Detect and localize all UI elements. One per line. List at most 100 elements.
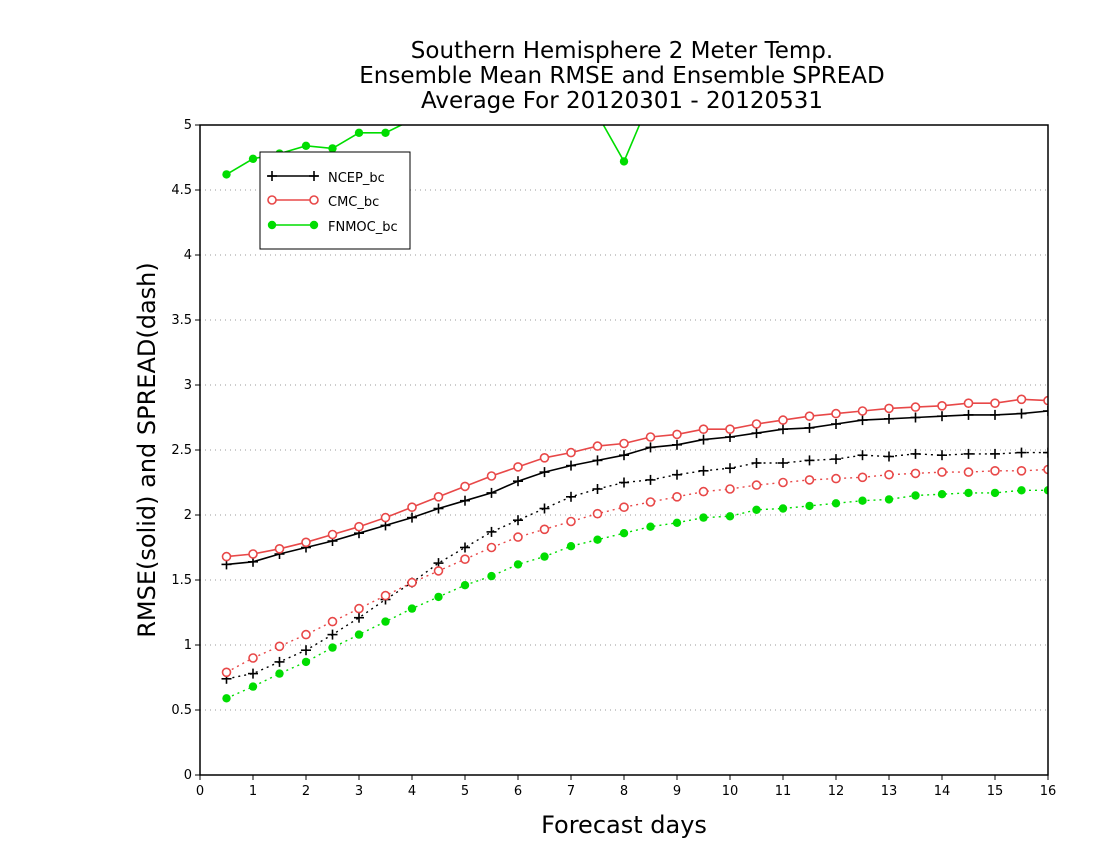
data-point-cmc-bc-dash xyxy=(804,475,815,485)
data-point-fnmoc-bc-solid xyxy=(964,10,972,18)
data-point-ncep-bc-solid xyxy=(645,442,656,453)
x-tick-label: 2 xyxy=(302,784,310,799)
data-point-cmc-bc-solid xyxy=(221,551,232,562)
data-point-cmc-bc-dash xyxy=(963,467,974,477)
data-point-cmc-bc-solid xyxy=(619,438,629,449)
x-tick-label: 3 xyxy=(355,784,363,799)
data-point-cmc-bc-solid xyxy=(672,429,682,440)
data-point-fnmoc-bc-dash xyxy=(354,630,364,639)
data-point-fnmoc-bc-dash xyxy=(1017,486,1026,495)
data-point-fnmoc-bc-solid xyxy=(328,144,337,153)
data-point-ncep-bc-dash xyxy=(725,463,735,474)
data-point-ncep-bc-dash xyxy=(248,668,258,679)
y-axis-label: RMSE(solid) and SPREAD(dash) xyxy=(133,262,161,638)
data-point-fnmoc-bc-dash xyxy=(672,518,682,527)
x-tick-label: 16 xyxy=(1040,784,1057,799)
data-point-cmc-bc-solid xyxy=(460,481,470,492)
data-point-ncep-bc-solid xyxy=(539,467,550,478)
data-point-fnmoc-bc-solid xyxy=(408,116,416,124)
data-point-fnmoc-bc-solid xyxy=(911,23,919,31)
y-tick-label: 0.5 xyxy=(171,703,192,718)
legend-marker xyxy=(267,220,277,230)
data-point-ncep-bc-dash xyxy=(804,455,815,466)
y-tick-label: 2 xyxy=(184,508,192,523)
data-point-cmc-bc-solid xyxy=(539,452,550,463)
data-point-cmc-bc-dash xyxy=(910,468,921,479)
data-point-fnmoc-bc-solid xyxy=(381,128,390,137)
data-point-ncep-bc-solid xyxy=(698,434,709,445)
data-point-cmc-bc-dash xyxy=(937,467,947,477)
data-point-fnmoc-bc-dash xyxy=(407,604,417,613)
x-tick-label: 12 xyxy=(828,784,845,799)
data-point-fnmoc-bc-solid xyxy=(1017,0,1025,6)
data-point-cmc-bc-solid xyxy=(433,491,444,502)
data-point-ncep-bc-solid xyxy=(857,415,868,426)
data-point-cmc-bc-dash xyxy=(619,502,629,513)
data-point-cmc-bc-dash xyxy=(592,508,603,519)
data-point-cmc-bc-dash xyxy=(751,480,762,490)
x-axis-label: Forecast days xyxy=(541,811,707,839)
data-point-cmc-bc-solid xyxy=(592,441,603,451)
data-point-fnmoc-bc-dash xyxy=(646,522,655,531)
data-point-ncep-bc-solid xyxy=(990,409,1000,420)
data-point-ncep-bc-solid xyxy=(751,428,762,439)
data-point-ncep-bc-solid xyxy=(884,413,894,424)
x-tick-label: 13 xyxy=(881,784,898,799)
y-tick-label: 1.5 xyxy=(171,573,192,588)
x-tick-label: 6 xyxy=(514,784,522,799)
legend-label-ncep: NCEP_bc xyxy=(328,171,385,186)
series-line-ncep-bc-solid xyxy=(226,410,1048,566)
data-point-fnmoc-bc-dash xyxy=(619,529,629,538)
data-point-fnmoc-bc-solid xyxy=(858,36,866,44)
data-point-cmc-bc-solid xyxy=(831,408,841,419)
data-point-fnmoc-bc-dash xyxy=(381,617,390,626)
data-point-cmc-bc-solid xyxy=(725,424,735,435)
data-point-cmc-bc-solid xyxy=(804,411,815,422)
data-point-ncep-bc-dash xyxy=(645,474,656,485)
data-point-cmc-bc-dash xyxy=(698,486,709,497)
x-tick-label: 5 xyxy=(461,784,469,799)
data-point-cmc-bc-dash xyxy=(460,554,470,565)
chart-title-line-2: Ensemble Mean RMSE and Ensemble SPREAD xyxy=(359,63,884,89)
axis-ticks: 00.511.522.533.544.550 1 2 3 4 5 6 7 8 9 10 11 12 13 1… xyxy=(171,118,1056,799)
y-tick-label: 0 xyxy=(184,768,192,783)
legend-marker xyxy=(309,171,319,181)
data-point-fnmoc-bc-solid xyxy=(354,128,364,137)
data-point-cmc-bc-dash xyxy=(672,491,682,502)
data-point-cmc-bc-dash xyxy=(513,532,523,542)
data-point-ncep-bc-dash xyxy=(1016,447,1027,458)
data-point-cmc-bc-solid xyxy=(963,398,974,409)
data-point-cmc-bc-dash xyxy=(990,465,1000,476)
x-tick-label: 8 xyxy=(620,784,628,799)
legend-marker xyxy=(267,171,277,181)
x-tick-label: 11 xyxy=(775,784,792,799)
data-point-cmc-bc-solid xyxy=(990,398,1000,409)
data-point-fnmoc-bc-dash xyxy=(964,488,973,498)
data-point-ncep-bc-solid xyxy=(619,450,629,461)
data-point-fnmoc-bc-solid xyxy=(301,141,311,150)
data-point-ncep-bc-dash xyxy=(1043,447,1048,458)
x-tick-label: 9 xyxy=(673,784,681,799)
data-point-cmc-bc-solid xyxy=(327,529,338,540)
data-point-fnmoc-bc-dash xyxy=(990,488,1000,498)
data-point-fnmoc-bc-dash xyxy=(937,490,947,499)
y-tick-label: 5 xyxy=(184,118,192,133)
data-point-cmc-bc-dash xyxy=(1016,465,1027,476)
x-tick-label: 1 xyxy=(249,784,257,799)
data-point-ncep-bc-dash xyxy=(301,645,311,656)
data-point-fnmoc-bc-dash xyxy=(752,505,761,514)
series-line-ncep-bc-dash xyxy=(226,451,1048,680)
data-point-cmc-bc-dash xyxy=(327,616,338,627)
data-point-ncep-bc-dash xyxy=(778,458,788,468)
y-tick-label: 4.5 xyxy=(171,183,192,198)
series-line-fnmoc-bc-dash xyxy=(226,489,1048,699)
series-line-cmc-bc-solid xyxy=(226,398,1048,558)
data-point-cmc-bc-solid xyxy=(857,406,868,416)
series-line-cmc-bc-dash xyxy=(226,468,1048,673)
legend-markers xyxy=(267,171,319,230)
data-point-fnmoc-bc-solid xyxy=(991,4,999,12)
data-point-ncep-bc-dash xyxy=(857,450,868,461)
gridlines xyxy=(200,189,1048,711)
data-point-fnmoc-bc-dash xyxy=(831,499,841,508)
data-point-ncep-bc-solid xyxy=(778,424,788,435)
